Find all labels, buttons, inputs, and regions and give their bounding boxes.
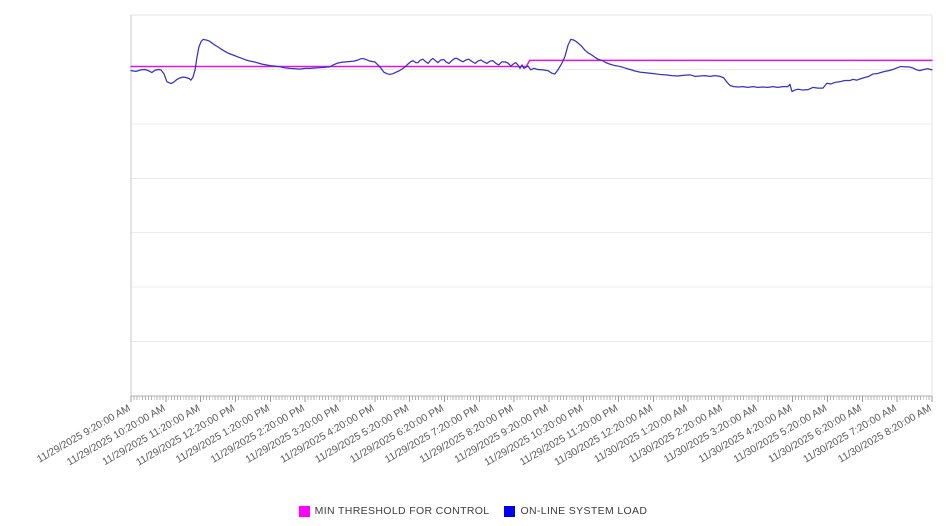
x-axis-ticks [130, 396, 933, 402]
legend-item-min-threshold[interactable]: MIN THRESHOLD FOR CONTROL [298, 505, 490, 517]
series-on-line-system-load[interactable] [130, 38, 933, 93]
legend-label-online-system-load: ON-LINE SYSTEM LOAD [520, 505, 648, 517]
gridlines [130, 14, 933, 397]
system-load-chart[interactable]: 11/29/2025 9:20:00 AM 11/29/2025 10:20:00… [0, 0, 946, 492]
legend-swatch-magenta-icon [298, 505, 310, 517]
chart-legend: MIN THRESHOLD FOR CONTROL ON-LINE SYSTEM… [0, 505, 946, 517]
legend-item-online-system-load[interactable]: ON-LINE SYSTEM LOAD [504, 505, 647, 517]
legend-label-min-threshold: MIN THRESHOLD FOR CONTROL [314, 505, 490, 517]
legend-swatch-blue-icon [504, 505, 516, 517]
